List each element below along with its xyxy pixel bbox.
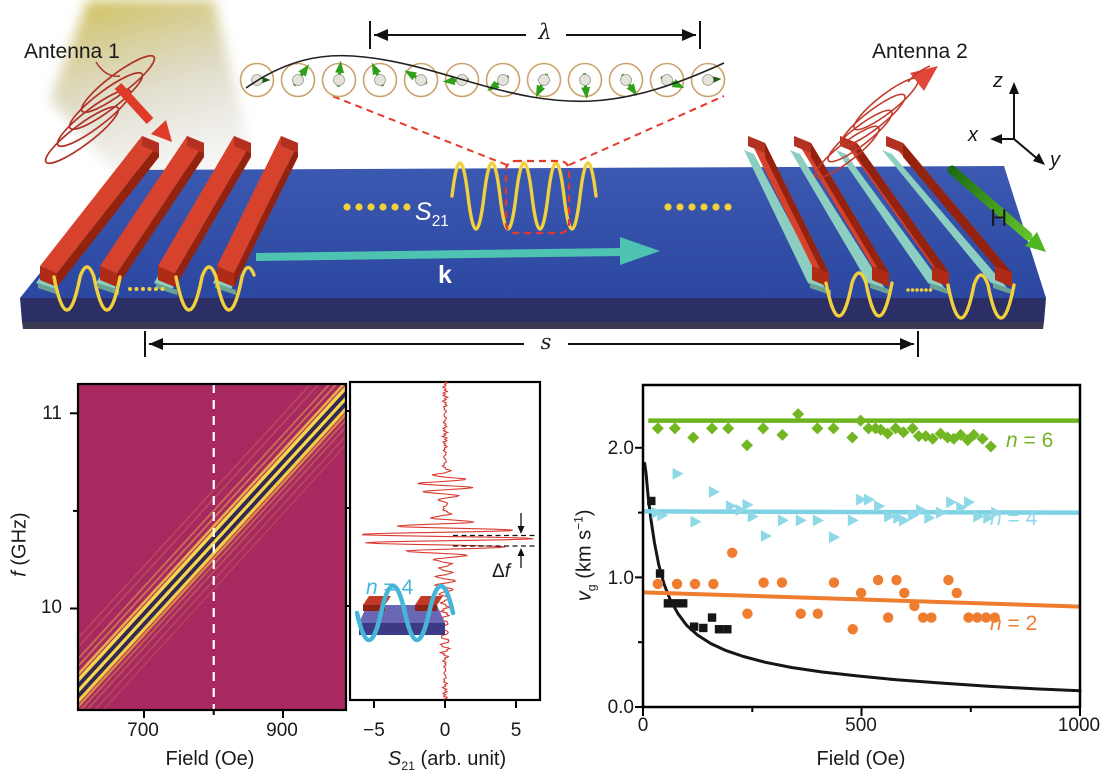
delta-f-annotation [453,513,535,568]
axis-x-label: x [968,124,978,146]
panel-b-xtick-900: 900 [266,720,298,741]
panel-b-ytick-10: 10 [40,597,62,618]
panel-d-ylabel-unit-post: ) [573,509,596,517]
panel-b-frame [76,382,348,712]
panel-d-xlabel: Field (Oe) [816,748,906,770]
s21-oscillation-trace [362,381,534,700]
panel-b-xtick-700: 700 [127,720,159,741]
panel-c-xtick-5: 5 [510,720,522,741]
n4-mode-inset [354,583,456,643]
panel-d-xtick-0: 0 [637,715,649,736]
delta-glyph: Δ [492,561,505,582]
panel-b-ylabel: f (GHz) [9,485,32,605]
series-label-n6: n = 6 [1006,429,1053,453]
h-field-arrow [947,165,1046,252]
axis-y-label: y [1050,149,1060,171]
spin-precession-chain [239,60,726,100]
lambda-dimension-arrow [369,21,701,49]
antenna1-label: Antenna 1 [24,40,120,63]
n2-eq: = 2 [1001,612,1038,635]
panel-c-xlabel-var: S [387,748,402,770]
spin-wave-packet [331,95,725,235]
panel-d-ylabel: vg (km s−1) [572,475,599,635]
panel-d-ticks [635,446,1081,716]
h-label: H [990,205,1008,232]
panel-c-s21-trace [345,380,542,708]
panel-d-ytick-0: 0.0 [607,697,634,718]
s21-base: S [415,198,432,226]
heatmap-dispersion-band [78,384,346,710]
s21-transmission-label: S21 [415,198,449,231]
panel-c-xtick-m5: −5 [363,720,385,741]
n4-eq: = 4 [377,576,414,599]
series-square [643,461,1082,693]
panel-d-ylabel-var: v [573,591,596,602]
panel-c-xtick-0: 0 [439,720,451,741]
ellipsis-dot-rows [128,203,933,292]
zoom-callout-box [504,159,571,235]
panel-d-ylabel-unit-pre: (km s [573,529,596,585]
spin-wave-envelope-curve [245,54,725,103]
antenna2-output-arrow [907,65,938,91]
antenna1-rf-signal-coil [44,54,156,165]
antenna1-feed-arrow [114,82,172,142]
panel-d-ytick-2: 2.0 [607,438,634,459]
s-label: s [540,330,552,354]
panel-b-ytick-11: 11 [42,403,62,424]
series-label-n4: n = 4 [990,507,1037,531]
panel-d-ylabel-sub: g [584,584,599,592]
n4-var: n [366,576,378,599]
antenna1-bars [36,136,298,295]
series-diamond [648,408,1080,453]
delta-f-var: f [504,561,510,582]
lambda-label: λ [538,20,552,44]
panel-d-scatter [635,383,1082,716]
panel-c-xlabel: S21 (arb. unit) [357,748,537,773]
s-dimension-arrow [144,331,919,357]
schematic-3d-device [20,0,1046,357]
panel-b-xlabel: Field (Oe) [165,748,255,770]
panel-c-n4-label: n = 4 [366,576,413,600]
panel-b-ticks [70,412,284,718]
panel-d-xtick-1000: 1000 [1057,715,1101,736]
panel-b-heatmap [70,382,348,718]
coordinate-axes [990,82,1045,165]
series-triangle-right [642,467,1081,544]
antenna2-bars [744,136,1014,295]
panel-d-ytick-1: 1.0 [607,568,634,589]
n4-var-d: n [990,507,1002,530]
series-circle [642,547,1081,635]
k-vector-arrow [255,237,660,265]
panel-c-xlabel-sub: 21 [401,759,415,773]
antenna1-beam [50,0,250,220]
panel-c-xlabel-unit: (arb. unit) [414,748,507,770]
panel-b-ylabel-unit: (GHz) [8,512,31,572]
n4-eq-d: = 4 [1001,507,1038,530]
n2-var: n [990,612,1002,635]
group-velocity-series [642,408,1082,693]
panel-b-ylabel-var: f [8,571,31,577]
panel-d-xtick-500: 500 [845,715,877,736]
axis-z-label: z [993,70,1003,92]
s21-sub: 21 [431,213,449,230]
panel-c-ticks [345,410,517,708]
antenna-field-waves [52,265,1016,320]
antenna2-label: Antenna 2 [872,40,968,63]
n6-var: n [1006,429,1018,452]
antenna2-rf-signal-coil [814,77,919,179]
panel-d-ylabel-sup: −1 [571,516,586,530]
k-label: k [438,261,452,289]
n6-eq: = 6 [1017,429,1054,452]
series-label-n2: n = 2 [990,612,1037,636]
delta-f-label: Δf [492,561,510,583]
